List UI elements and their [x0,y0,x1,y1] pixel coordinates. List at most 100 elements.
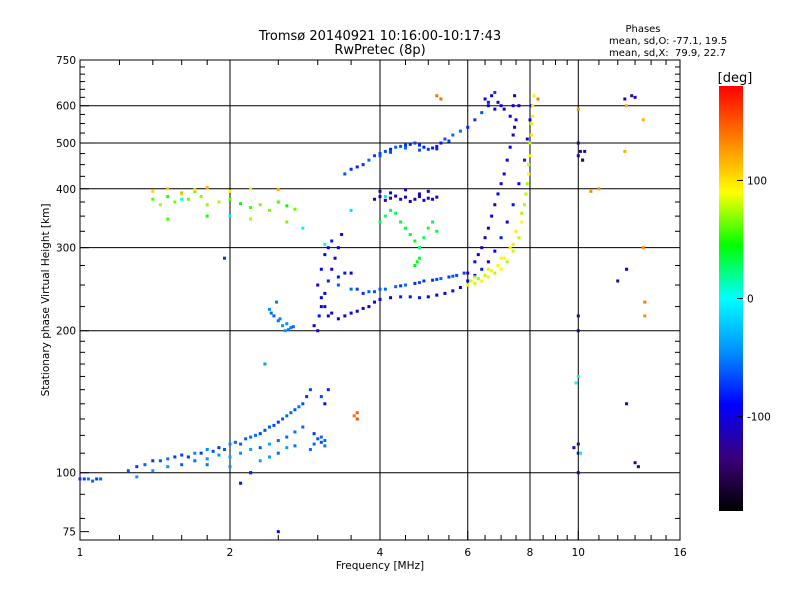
data-point [151,197,155,201]
data-point [193,451,197,455]
x-tick-label: 4 [377,547,384,559]
data-point [99,477,103,481]
data-point [439,141,443,145]
data-point [517,236,521,240]
data-point [308,447,312,451]
data-point [633,461,637,465]
data-point [180,197,184,201]
data-point [361,163,365,167]
data-point [493,249,497,253]
data-point [143,463,147,467]
data-point [480,111,484,115]
y-tick-label: 300 [56,243,76,255]
data-point [267,425,271,429]
data-point [623,97,627,101]
y-tick-label: 600 [56,101,76,113]
data-point [349,311,353,315]
data-point [536,97,540,101]
data-point [249,187,253,191]
data-point [95,477,99,481]
data-point [493,107,497,111]
data-point [529,133,533,137]
data-point [258,459,262,463]
data-point [180,463,184,467]
data-point [383,198,387,202]
data-point [413,141,417,145]
data-point [289,326,293,330]
data-point [417,195,421,199]
data-point [249,217,253,221]
data-point [378,195,382,199]
data-point [426,189,430,193]
data-point [435,229,439,233]
data-point [361,291,365,295]
data-point [490,94,494,98]
y-axis-label: Stationary phase Virtual Height [km] [40,204,52,397]
data-point [239,451,243,455]
data-point [378,287,382,291]
data-point [244,437,248,441]
data-point [499,236,503,240]
data-point [502,172,506,176]
data-point [641,118,645,122]
data-point [326,246,330,250]
data-point [576,471,580,475]
data-point [378,297,382,301]
data-point [373,290,377,294]
data-point [531,104,535,108]
data-point [186,197,190,201]
data-point [319,267,323,271]
data-point [581,158,585,162]
data-point [135,465,139,469]
data-point [415,260,419,264]
data-point [443,291,447,295]
data-point [223,256,227,260]
data-point [576,451,580,455]
data-point [323,242,327,246]
data-point [435,94,439,98]
data-point [361,306,365,310]
data-point [633,95,637,99]
data-point [272,423,276,427]
data-point [529,122,533,126]
data-point [249,447,253,451]
chart-subtitle: RwPretec (8p) [334,43,425,58]
data-point [394,211,398,215]
data-point [285,220,289,224]
data-point [431,220,435,224]
data-point [466,279,470,283]
chart-title: Tromsø 20140921 10:16:00-10:17:43 [258,29,501,44]
data-point [403,195,407,199]
data-point [576,374,580,378]
data-point [239,481,243,485]
data-point [576,442,580,446]
data-point [469,279,473,283]
data-point [228,442,232,446]
data-point [276,420,280,424]
data-point [447,275,451,279]
data-point [597,187,601,191]
data-point [166,465,170,469]
data-point [528,141,532,145]
data-point [355,287,359,291]
data-point [517,104,521,108]
data-point [173,455,177,459]
data-points [78,90,647,534]
data-point [496,264,500,268]
data-point [228,197,232,201]
x-axis-label: Frequency [MHz] [336,560,424,572]
data-point [527,163,531,167]
data-point [528,118,532,122]
data-point [399,284,403,288]
x-tick-label: 1 [77,547,84,559]
data-point [267,307,271,311]
data-point [166,187,170,191]
data-point [466,283,470,287]
data-point [413,197,417,201]
data-point [319,395,323,399]
data-point [473,118,477,122]
colorbar-tick-label: -100 [747,412,771,424]
x-tick-label: 2 [227,547,234,559]
data-point [205,463,209,467]
data-point [389,296,393,300]
